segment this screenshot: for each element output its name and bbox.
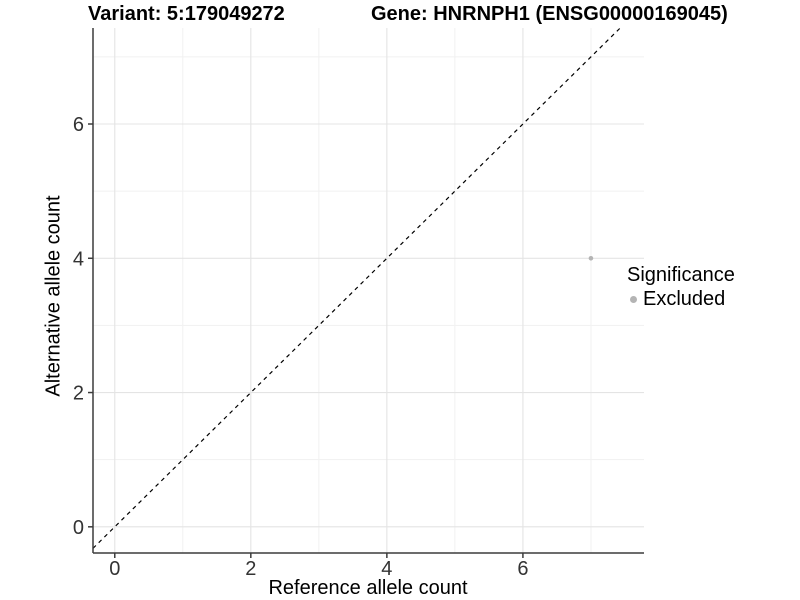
legend-point-icon [630,296,637,303]
legend-item-excluded: Excluded [627,288,735,311]
x-axis-tick-label: 0 [109,558,120,580]
x-axis-tick-label: 4 [381,558,392,580]
y-axis-tick-label: 2 [73,383,84,405]
data-point [588,255,594,261]
x-axis-tick-label: 2 [245,558,256,580]
x-axis-tick-label: 6 [517,558,528,580]
legend-title: Significance [627,264,735,286]
legend-item-label: Excluded [643,288,726,310]
y-axis-tick-label: 4 [73,248,84,270]
y-axis-title: Alternative allele count [42,195,65,397]
y-axis-tick-label: 6 [73,114,84,136]
identity-reference-line [92,27,621,549]
variant-title: Variant: 5:179049272 [88,3,285,25]
legend: Significance Excluded [627,264,735,311]
x-axis-title: Reference allele count [268,577,468,599]
y-axis-tick-label: 0 [73,517,84,539]
gene-title: Gene: HNRNPH1 (ENSG00000169045) [371,3,728,25]
